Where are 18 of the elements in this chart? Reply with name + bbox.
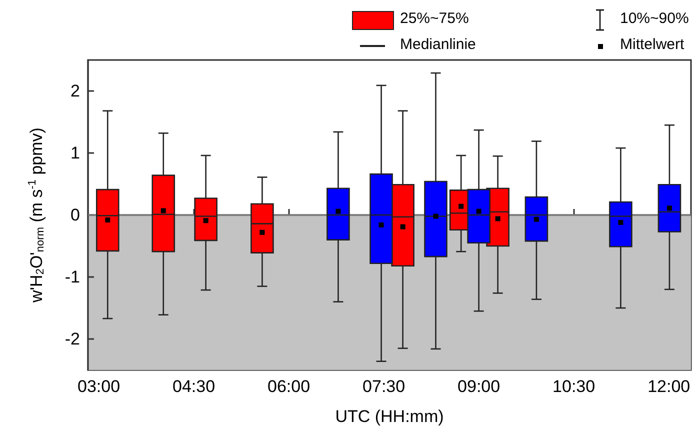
- x-tick-label: 09:00: [458, 377, 500, 396]
- x-tick-label: 07:30: [362, 377, 406, 396]
- x-tick-label: 04:30: [172, 377, 216, 396]
- y-axis-title: w'H2O'norm (m s-1 ppmv): [26, 128, 46, 304]
- y-tick-label: -2: [64, 330, 80, 348]
- text: Medianlinie: [400, 36, 476, 53]
- text: Mittelwert: [620, 36, 686, 53]
- y-tick-label: -1: [64, 268, 80, 286]
- y-tick-label: 1: [70, 144, 80, 162]
- x-tick-label: 06:00: [268, 377, 310, 396]
- x-tick-label: 10:30: [552, 377, 596, 396]
- text: 25%~75%: [400, 10, 469, 27]
- text: 10%~90%: [620, 10, 689, 27]
- y-tick-label: 2: [70, 82, 80, 100]
- x-tick-label: 03:00: [77, 377, 120, 396]
- y-tick-label: 0: [70, 206, 80, 224]
- x-tick-label: 12:00: [648, 377, 690, 396]
- x-axis-title: UTC (HH:mm): [335, 407, 444, 426]
